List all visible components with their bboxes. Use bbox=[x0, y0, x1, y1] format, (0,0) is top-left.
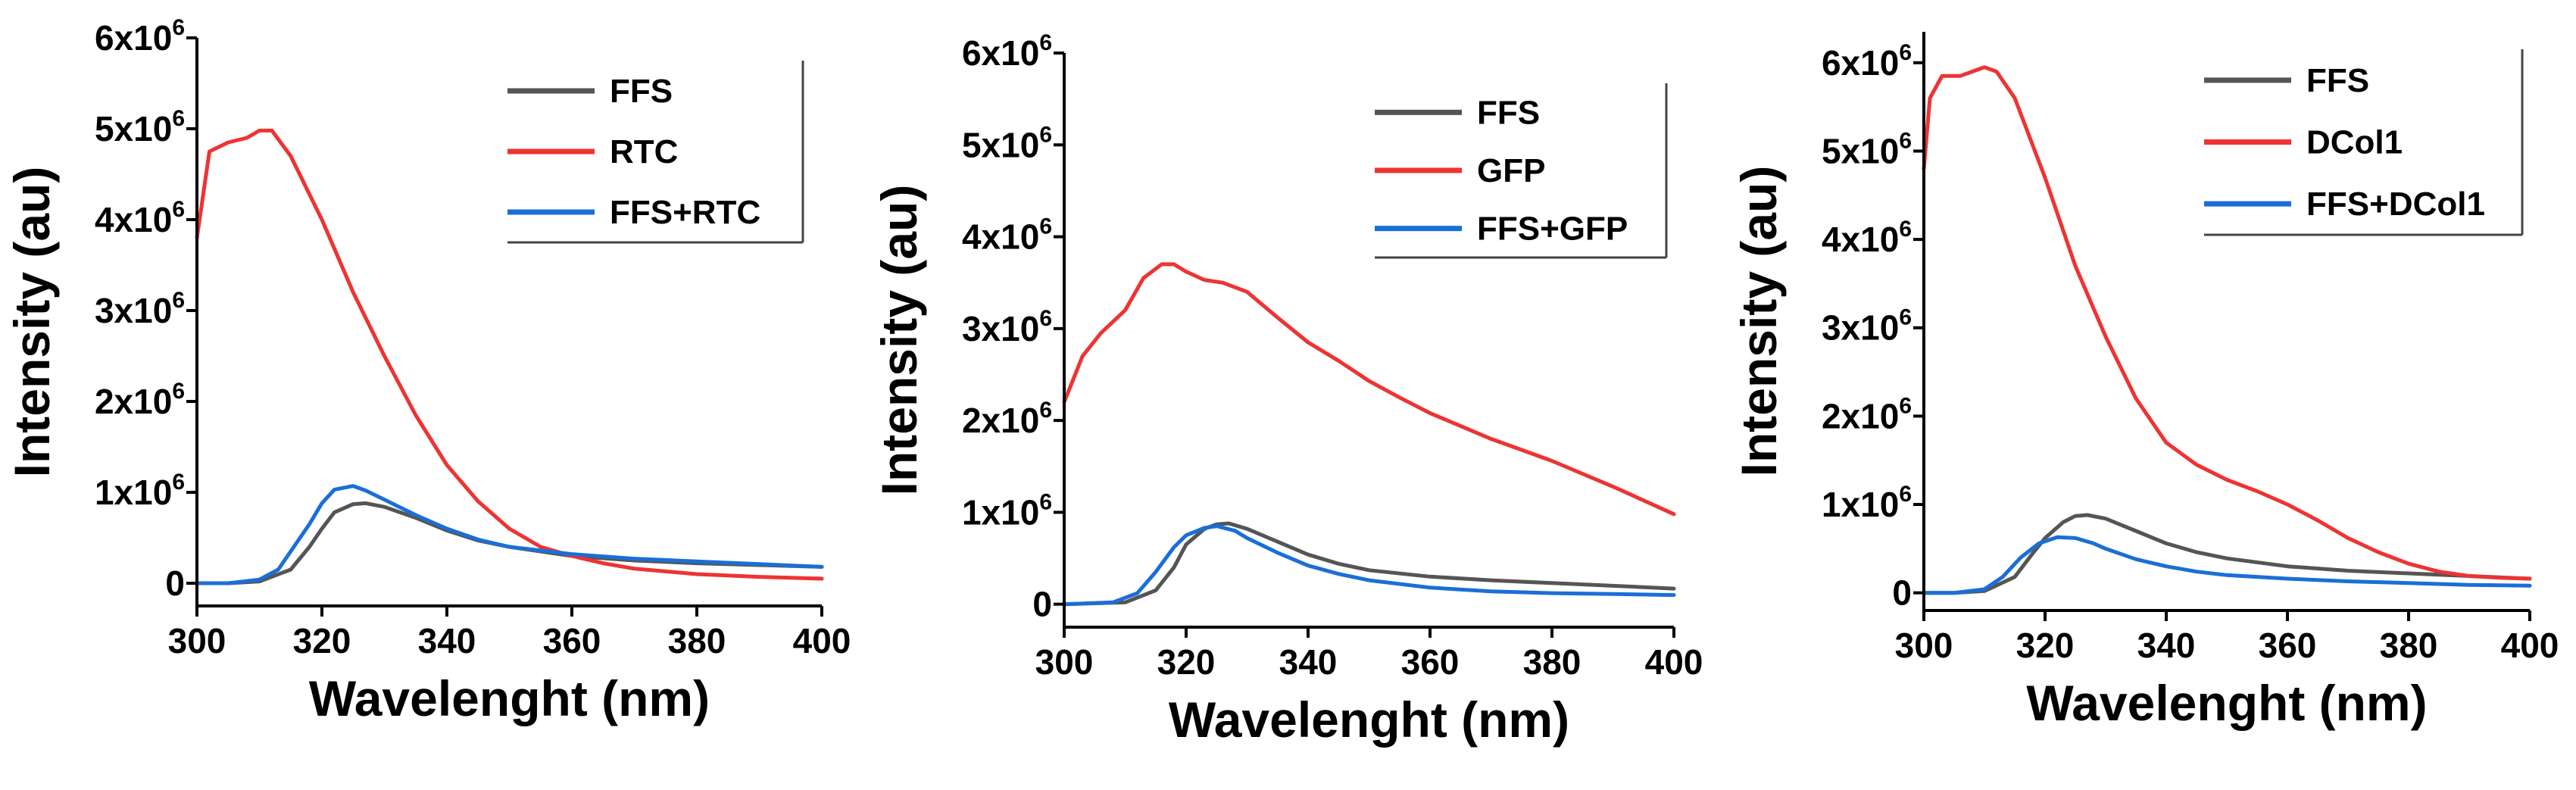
series-line-rtc bbox=[195, 128, 824, 581]
y-tick-label: 5x106 bbox=[962, 122, 1052, 164]
x-tick-label: 300 bbox=[1035, 642, 1094, 682]
x-tick-label: 360 bbox=[543, 621, 601, 660]
series-line-dcol1 bbox=[1922, 65, 2532, 581]
y-tick-label: 2x106 bbox=[1822, 393, 1912, 436]
chart-panel-2: 300 320 340 360 380 400 0 1x106 2x106 3x106 4x106 5… bbox=[871, 30, 1703, 748]
x-axis-title: Wavelenght (nm) bbox=[1169, 692, 1569, 748]
series-line-ffs bbox=[195, 501, 824, 585]
y-tick-label: 6x106 bbox=[962, 30, 1052, 73]
series-line-ffs-dcol1 bbox=[1922, 535, 2532, 595]
x-tick-label: 340 bbox=[418, 621, 476, 660]
y-tick-label: 6x106 bbox=[1822, 40, 1912, 83]
series-line-ffs bbox=[1062, 521, 1676, 607]
x-tick-label: 400 bbox=[793, 621, 851, 660]
x-tick-label: 320 bbox=[1157, 642, 1216, 682]
legend-label: FFS bbox=[1477, 94, 1540, 131]
y-tick-label: 0 bbox=[1892, 573, 1912, 613]
series-line-ffs bbox=[1922, 513, 2532, 595]
y-tick-label: 2x106 bbox=[962, 398, 1052, 440]
y-tick-label: 0 bbox=[165, 564, 185, 603]
x-tick-label: 320 bbox=[2016, 626, 2075, 665]
y-tick-label: 4x106 bbox=[1822, 217, 1912, 259]
legend-label: FFS bbox=[610, 73, 673, 110]
y-tick-label: 0 bbox=[1032, 585, 1052, 624]
x-tick-label: 360 bbox=[1401, 642, 1460, 682]
x-tick-label: 380 bbox=[1523, 642, 1582, 682]
y-tick-label: 1x106 bbox=[1822, 482, 1912, 524]
x-tick-label: 300 bbox=[1895, 626, 1953, 665]
y-axis-title: Intensity (au) bbox=[4, 167, 60, 478]
legend-label: FFS+GFP bbox=[1477, 211, 1628, 248]
legend-label: GFP bbox=[1477, 152, 1545, 189]
y-tick-label: 2x106 bbox=[95, 379, 185, 421]
x-tick-label: 360 bbox=[2259, 626, 2317, 665]
x-tick-label: 300 bbox=[168, 621, 226, 660]
legend: FFS GFP FFS+GFP bbox=[1375, 83, 1668, 259]
legend: FFS RTC FFS+RTC bbox=[507, 61, 804, 244]
legend-label: FFS+DCol1 bbox=[2306, 186, 2485, 223]
legend: FFS DCol1 FFS+DCol1 bbox=[2204, 49, 2524, 236]
y-tick-label: 5x106 bbox=[95, 106, 185, 148]
chart-panel-3: 300 320 340 360 380 400 0 1x106 2x106 3x106 4x106 5… bbox=[1731, 32, 2559, 731]
y-tick-label: 4x106 bbox=[95, 197, 185, 239]
series-line-ffs-gfp bbox=[1062, 524, 1676, 607]
y-tick-label: 3x106 bbox=[1822, 305, 1912, 348]
chart-panel-1: 300 320 340 360 380 400 0 1x106 2x106 3x106 4x106 5… bbox=[4, 15, 851, 726]
x-tick-label: 340 bbox=[2137, 626, 2196, 665]
legend-label: FFS+RTC bbox=[610, 194, 760, 231]
legend-label: RTC bbox=[610, 133, 678, 170]
y-tick-label: 4x106 bbox=[962, 214, 1052, 257]
y-tick-label: 1x106 bbox=[962, 489, 1052, 532]
y-tick-label: 1x106 bbox=[95, 470, 185, 512]
x-axis-title: Wavelenght (nm) bbox=[2026, 675, 2427, 731]
x-tick-label: 380 bbox=[668, 621, 726, 660]
y-tick-label: 3x106 bbox=[95, 288, 185, 330]
y-tick-label: 3x106 bbox=[962, 306, 1052, 348]
y-tick-label: 6x106 bbox=[95, 15, 185, 58]
x-axis-title: Wavelenght (nm) bbox=[309, 670, 710, 726]
series-line-gfp bbox=[1062, 262, 1676, 517]
legend-label: DCol1 bbox=[2306, 124, 2403, 161]
y-tick-label: 5x106 bbox=[1822, 128, 1912, 170]
x-tick-label: 340 bbox=[1279, 642, 1338, 682]
legend-label: FFS bbox=[2306, 62, 2369, 99]
x-tick-label: 400 bbox=[2501, 626, 2559, 665]
y-axis-title: Intensity (au) bbox=[871, 185, 927, 496]
x-tick-label: 400 bbox=[1645, 642, 1703, 682]
series-line-ffs-rtc bbox=[195, 484, 824, 585]
y-axis-title: Intensity (au) bbox=[1731, 166, 1787, 477]
x-tick-label: 380 bbox=[2380, 626, 2438, 665]
x-tick-label: 320 bbox=[293, 621, 351, 660]
